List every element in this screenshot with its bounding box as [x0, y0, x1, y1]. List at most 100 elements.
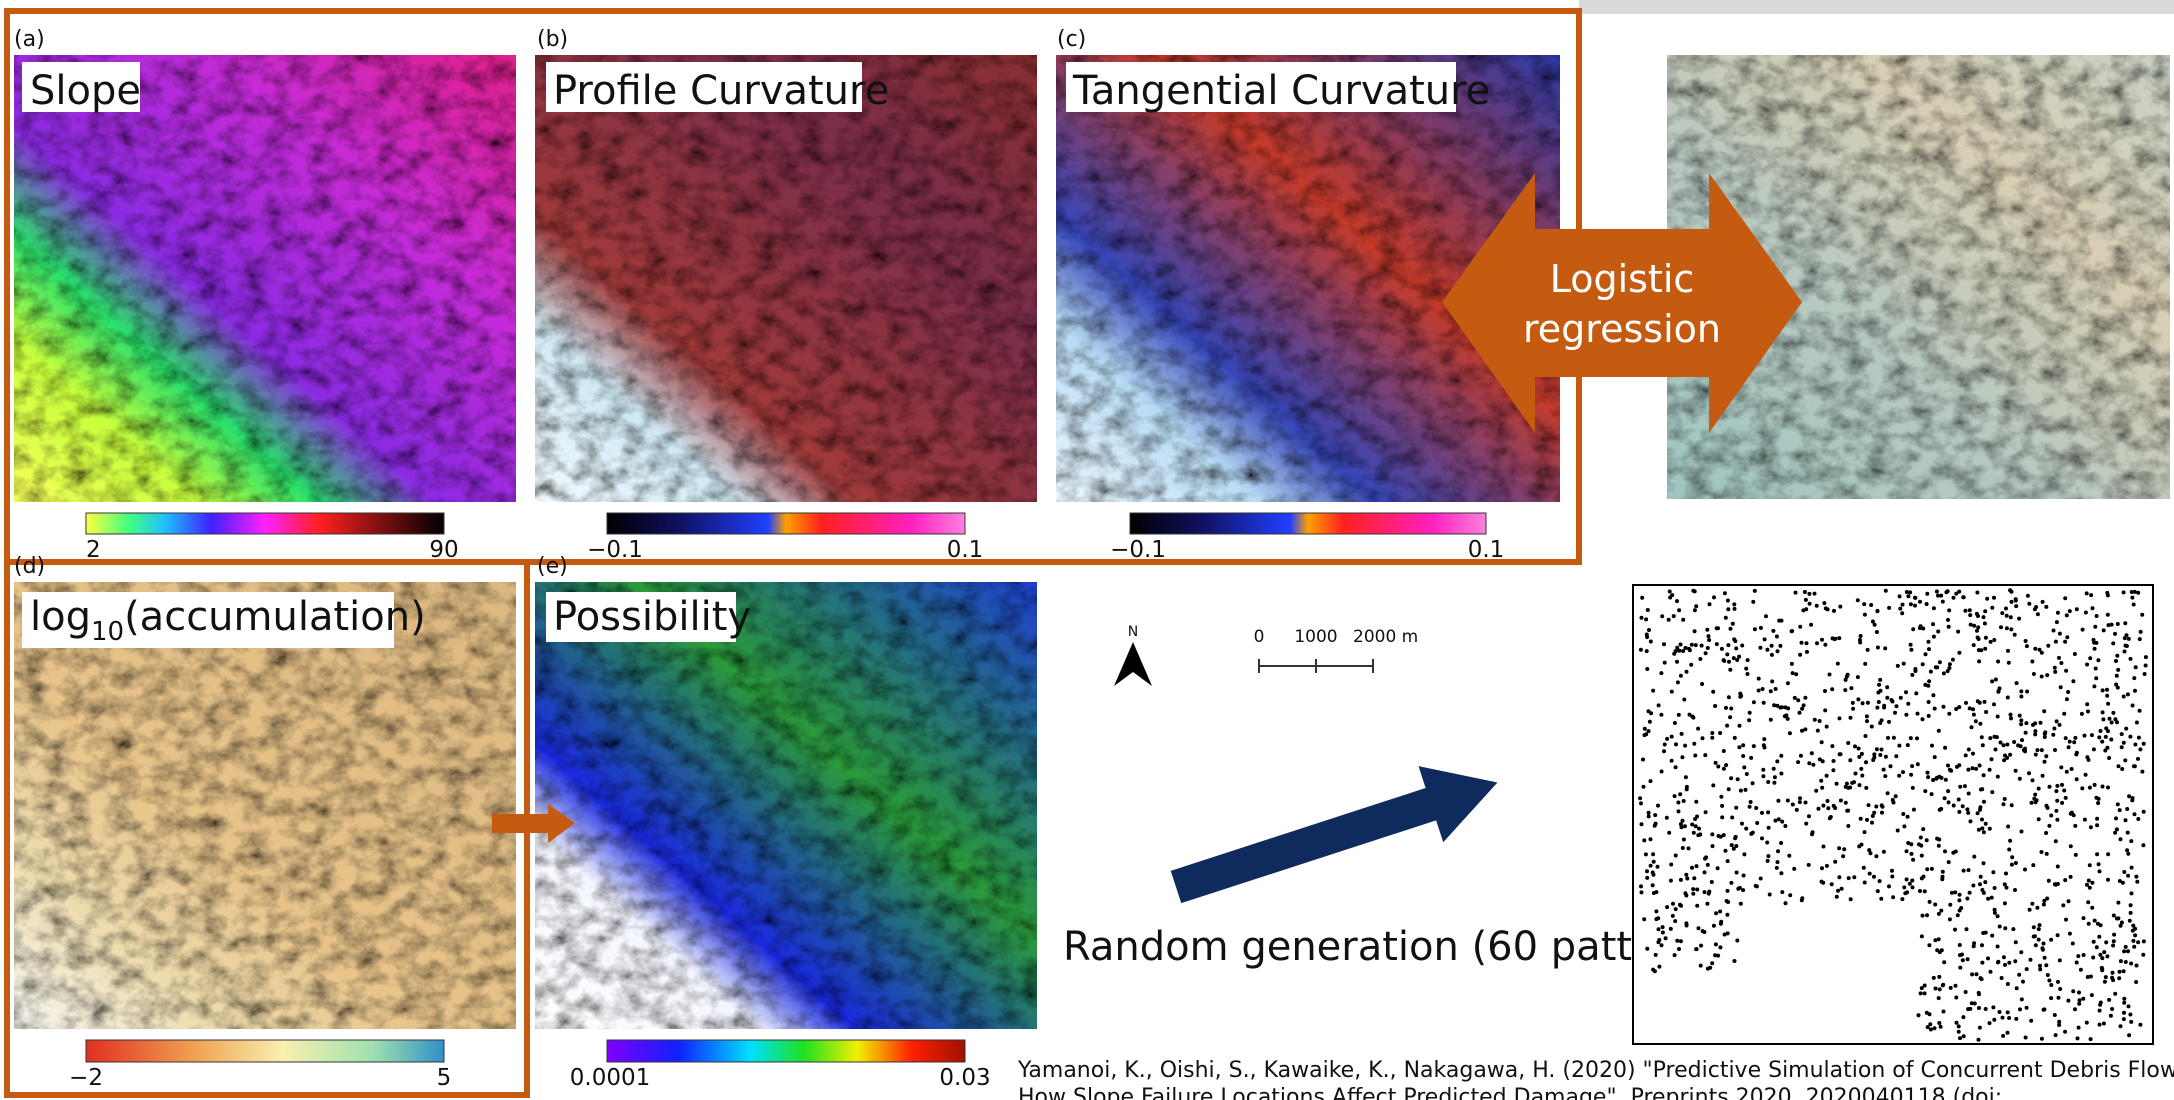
point	[1976, 636, 1980, 640]
point	[2100, 966, 2104, 970]
point	[2071, 989, 2075, 993]
subscript: 10	[91, 617, 124, 647]
point	[1957, 763, 1961, 767]
point	[1877, 700, 1881, 704]
point	[1642, 838, 1646, 842]
point	[1752, 700, 1756, 704]
point	[1674, 765, 1678, 769]
point	[2102, 950, 2106, 954]
point	[1792, 867, 1796, 871]
point	[1986, 956, 1990, 960]
point	[1914, 691, 1918, 695]
point	[1708, 602, 1712, 606]
point	[2020, 997, 2024, 1001]
point	[1870, 821, 1874, 825]
point	[2058, 632, 2062, 636]
point	[1734, 806, 1738, 810]
point	[1813, 718, 1817, 722]
point	[2110, 623, 2114, 627]
point	[1704, 855, 1708, 859]
point	[1759, 877, 1763, 881]
point	[2021, 980, 2025, 984]
possibility-map	[535, 582, 1037, 1029]
point	[1644, 617, 1648, 621]
point	[1784, 713, 1788, 717]
point	[1736, 777, 1740, 781]
top-bar	[1579, 0, 2174, 14]
point	[2125, 807, 2129, 811]
point	[1890, 875, 1894, 879]
point	[2034, 753, 2038, 757]
point	[1933, 1026, 1937, 1030]
point	[1695, 904, 1699, 908]
point	[2133, 689, 2137, 693]
point	[1751, 600, 1755, 604]
point	[1780, 890, 1784, 894]
point	[1791, 803, 1795, 807]
point	[2022, 748, 2026, 752]
point	[1854, 772, 1858, 776]
point	[1685, 877, 1689, 881]
point	[2128, 1013, 2132, 1017]
point	[1745, 772, 1749, 776]
point	[1724, 616, 1728, 620]
point	[1906, 841, 1910, 845]
point	[1948, 903, 1952, 907]
point	[1858, 641, 1862, 645]
point	[2075, 961, 2079, 965]
point	[2062, 712, 2066, 716]
point	[1772, 767, 1776, 771]
point	[1902, 662, 1906, 666]
point	[1880, 748, 1884, 752]
point	[1763, 637, 1767, 641]
point	[1956, 630, 1960, 634]
point	[2138, 1023, 2142, 1027]
point	[2130, 590, 2134, 594]
point	[1720, 815, 1724, 819]
point	[1988, 1021, 1992, 1025]
point	[1957, 898, 1961, 902]
point	[2105, 694, 2109, 698]
point	[1679, 643, 1683, 647]
point	[1670, 759, 1674, 763]
point	[1988, 827, 1992, 831]
point	[2049, 983, 2053, 987]
point	[1688, 648, 1692, 652]
point	[1856, 697, 1860, 701]
point	[1660, 943, 1664, 947]
point	[2077, 1026, 2081, 1030]
point	[1716, 765, 1720, 769]
point	[1879, 897, 1883, 901]
point	[1780, 820, 1784, 824]
point	[1705, 902, 1709, 906]
point	[1946, 618, 1950, 622]
point	[1951, 658, 1955, 662]
point	[1776, 860, 1780, 864]
point	[1988, 736, 1992, 740]
point	[2111, 711, 2115, 715]
point	[1720, 804, 1724, 808]
point	[1919, 836, 1923, 840]
point	[2136, 591, 2140, 595]
point	[1978, 701, 1982, 705]
point	[1653, 813, 1657, 817]
point	[1936, 630, 1940, 634]
point	[2134, 875, 2138, 879]
point	[1654, 822, 1658, 826]
point	[1740, 644, 1744, 648]
point	[1645, 667, 1649, 671]
point	[1765, 841, 1769, 845]
point	[1661, 925, 1665, 929]
point	[1983, 647, 1987, 651]
point	[2043, 760, 2047, 764]
point	[1683, 744, 1687, 748]
point	[2014, 604, 2018, 608]
point	[1778, 644, 1782, 648]
point	[1881, 805, 1885, 809]
point	[1968, 613, 1972, 617]
point	[1692, 876, 1696, 880]
point	[1647, 729, 1651, 733]
point	[1932, 976, 1936, 980]
point	[1765, 648, 1769, 652]
point	[1737, 745, 1741, 749]
